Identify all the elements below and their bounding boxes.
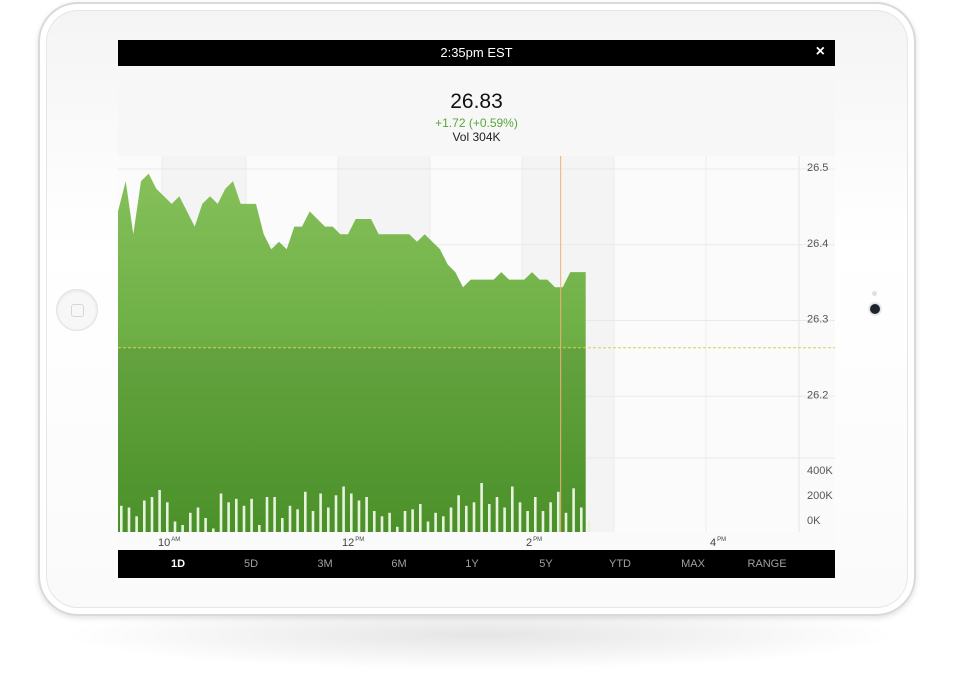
tab-6m[interactable]: 6M <box>391 558 407 570</box>
volume-bar <box>426 521 430 532</box>
volume-bar <box>311 511 315 532</box>
volume-bar <box>120 505 123 533</box>
volume-bar <box>127 507 131 532</box>
volume-bar <box>288 505 292 533</box>
tab-range[interactable]: RANGE <box>747 558 787 570</box>
volume-bar <box>373 511 376 532</box>
volume-bar <box>480 483 483 532</box>
volume-bar <box>273 497 276 532</box>
volume-bar <box>388 512 391 533</box>
tab-max[interactable]: MAX <box>681 558 705 570</box>
home-button[interactable] <box>56 289 98 331</box>
tab-5y[interactable]: 5Y <box>539 558 553 570</box>
current-time: 2:35pm EST <box>440 45 513 60</box>
volume-bar <box>350 493 353 532</box>
volume-bar <box>472 502 476 533</box>
volume-bar <box>511 486 514 532</box>
volume-bar <box>166 502 169 533</box>
tab-1d[interactable]: 1D <box>170 558 186 570</box>
volume-bar <box>449 507 453 532</box>
volume-bar <box>557 491 560 533</box>
volume-bar <box>235 498 238 533</box>
volume-bar <box>327 507 330 532</box>
volume-bar <box>227 502 230 533</box>
volume-bar <box>158 490 161 532</box>
volume-bar <box>380 516 384 533</box>
volume-bar <box>587 521 591 532</box>
volume-bar <box>503 507 506 532</box>
volume-bar <box>204 518 207 532</box>
volume-tick-label: 0K <box>807 515 821 527</box>
axis-panel <box>799 156 835 550</box>
time-axis-background <box>118 532 835 550</box>
volume-bar <box>434 512 437 533</box>
home-square-icon <box>71 304 84 317</box>
price-chart[interactable]: 26.5 26.4 26.3 26.2 400K 200K 0K <box>118 156 835 550</box>
price-area <box>118 173 586 534</box>
volume-bar <box>242 505 246 533</box>
volume-bar <box>304 491 307 533</box>
volume-bar <box>403 511 407 532</box>
camera-icon <box>870 304 880 314</box>
price-tick-label: 26.3 <box>807 314 828 326</box>
quote-volume: Vol 304K <box>452 130 501 144</box>
volume-bar <box>296 509 299 533</box>
volume-tick-label: 200K <box>807 490 833 502</box>
volume-bar <box>181 525 184 532</box>
volume-bar <box>572 488 575 533</box>
tab-5d[interactable]: 5D <box>243 558 259 570</box>
volume-bar <box>150 497 154 532</box>
volume-bar <box>580 507 583 532</box>
volume-bar <box>457 495 460 533</box>
volume-bar <box>541 511 545 532</box>
volume-bar <box>334 495 338 533</box>
tab-1y[interactable]: 1Y <box>465 558 479 570</box>
volume-bar <box>465 505 468 533</box>
price-tick-label: 26.4 <box>807 238 828 250</box>
quote-panel: 26.83 +1.72 (+0.59%) Vol 304K <box>118 66 835 156</box>
volume-bar <box>258 525 261 532</box>
price-tick-label: 26.5 <box>807 162 828 174</box>
volume-bar <box>250 498 253 533</box>
tab-ytd[interactable]: YTD <box>609 558 631 570</box>
volume-bar <box>534 497 537 532</box>
volume-bar <box>143 500 146 532</box>
volume-bar <box>342 486 345 532</box>
volume-bar <box>518 502 522 533</box>
volume-bar <box>419 504 422 532</box>
volume-bar <box>495 497 499 532</box>
volume-bar <box>219 493 223 532</box>
quote-change: +1.72 (+0.59%) <box>435 116 518 130</box>
volume-bar <box>526 511 529 532</box>
stock-screen: 2:35pm EST × 26.83 +1.72 (+0.59%) Vol 30… <box>118 40 835 578</box>
title-bar: 2:35pm EST × <box>118 40 835 66</box>
volume-bar <box>549 502 552 533</box>
volume-bar <box>212 528 215 532</box>
quote-price: 26.83 <box>450 90 503 113</box>
volume-bar <box>564 512 568 533</box>
volume-bar <box>281 518 284 532</box>
price-tick-label: 26.2 <box>807 389 828 401</box>
time-axis: 10AM 12PM 2PM 4PM <box>118 532 835 550</box>
volume-bar <box>396 526 399 533</box>
volume-bar <box>173 521 177 532</box>
volume-bar <box>357 500 361 532</box>
sensor-icon <box>872 291 877 296</box>
volume-bar <box>135 516 138 533</box>
volume-tick-label: 400K <box>807 465 833 477</box>
range-tab-bar: 1D 5D 3M 6M 1Y 5Y YTD MAX RANGE <box>118 550 835 578</box>
volume-bar <box>442 516 445 533</box>
volume-bar <box>196 507 200 532</box>
volume-bar <box>265 497 269 532</box>
volume-bar <box>488 504 491 532</box>
volume-bar <box>189 512 192 533</box>
close-icon[interactable]: × <box>815 43 825 60</box>
tab-3m[interactable]: 3M <box>317 558 333 570</box>
volume-bar <box>411 509 414 533</box>
volume-bar <box>319 493 322 532</box>
volume-bar <box>365 497 368 532</box>
